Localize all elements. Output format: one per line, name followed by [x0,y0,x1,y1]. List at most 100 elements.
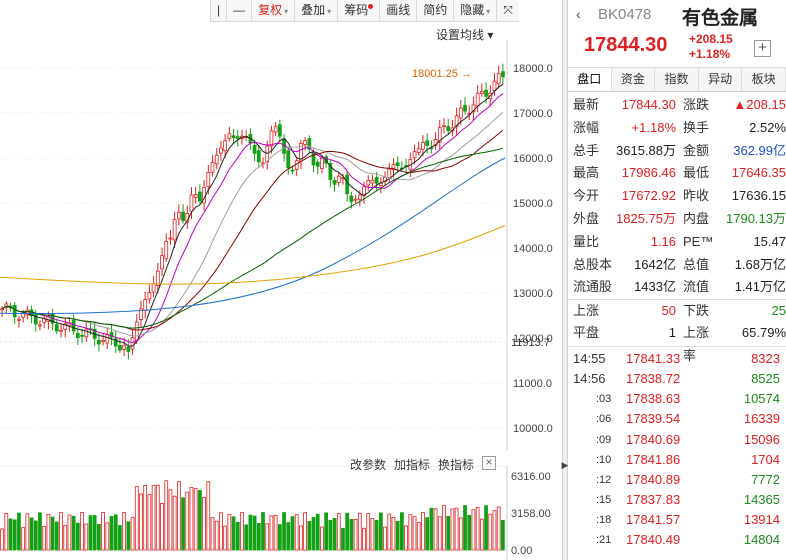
candle-body [290,169,295,172]
stats-row: 最新 17844.30 涨跌 ▲208.15 [568,94,786,117]
indicator-button-0[interactable]: 改参数 [350,458,387,472]
stats-row: 平盘 1 上涨率 65.79% [568,322,786,363]
prev-arrow-icon[interactable]: ‹ [576,6,581,22]
tick-row: :06 17839.54 16339 [568,409,786,429]
candle-body [63,323,68,330]
quote-summary: 17844.30 +208.15 +1.18% + [568,30,786,68]
volume-bar [92,515,97,551]
volume-bar [484,505,488,551]
toolbar-fullscreen-button[interactable]: ⤧ [496,0,519,22]
price-chart[interactable]: 18000.0 17000.0 16000.0 15000.0 14000.0 13000… [0,40,562,450]
stats-row: 今开 17672.92 昨收 17636.15 [568,185,786,208]
tab-1[interactable]: 资金 [611,68,656,91]
volume-bar [189,487,194,551]
volume-bar [252,515,257,551]
candle-body [54,324,59,332]
volume-bar [265,523,270,551]
tab-3[interactable]: 异动 [698,68,743,91]
toolbar-pipe-button[interactable]: | [210,0,227,22]
toolbar-minus-button[interactable]: — [226,0,252,22]
ma-line-30 [1,129,504,331]
last-price: 17844.30 [584,34,668,56]
volume-bar [400,512,404,551]
stat-label: 昨收 [683,188,710,204]
close-indicator-icon[interactable]: × [482,456,497,470]
candle-body [425,140,430,146]
candle-body [437,127,442,143]
tick-time: :18 [596,514,612,527]
toolbar-overlay-button[interactable]: 叠加 ▾ [294,0,338,22]
stat-label: 涨跌 [683,97,710,112]
toolbar-chips-button[interactable]: 筹码 [337,0,380,22]
volume-bar [341,527,345,551]
stat-label: 流通股 [573,279,613,295]
candle-body [189,194,194,212]
toolbar-draw-button[interactable]: 画线 [379,0,417,22]
volume-bar [467,514,472,551]
stat-label: 最新 [573,97,600,112]
candle-body [176,211,181,220]
stats-row: 量比 1.16 PE™ 15.47 [568,231,786,254]
stats-row: 外盘 1825.75万 内盘 1790.13万 [568,208,786,231]
volume-bar [425,517,430,551]
candle-body [458,107,463,119]
tick-time: :12 [596,473,612,486]
indicator-button-2[interactable]: 换指标 [438,458,475,472]
volume-bars-group [0,480,505,551]
add-watchlist-icon[interactable]: + [754,40,771,57]
tab-0[interactable]: 盘口 [568,68,612,91]
volume-bar [387,513,392,551]
sector-code: BK0478 [598,6,652,23]
volume-bar [42,526,47,551]
toolbar-chips-button-label: 筹码 [344,3,369,17]
volume-bar [198,490,202,551]
indicator-button-1[interactable]: 加指标 [394,458,431,472]
panel-collapse-arrow-icon[interactable]: ▶ [561,459,569,470]
candle-body [4,303,9,308]
candle-body [59,329,63,332]
tick-time: :06 [596,413,612,426]
volume-bar [181,497,185,551]
tab-4[interactable]: 板块 [742,68,786,91]
volume-bar [421,512,425,551]
toolbar-adjust-button[interactable]: 复权 ▾ [251,0,295,22]
stat-value: 50 [661,303,676,319]
candle-body [113,338,118,347]
volume-bar [0,528,4,551]
volume-bar [336,513,341,551]
caret-down-icon: ▾ [327,7,332,16]
stat-label: PE™ [683,233,714,249]
volume-bar [160,503,164,551]
volume-bar [324,512,329,551]
price-tick-label: 14000.0 [513,243,553,255]
tick-volume: 15096 [743,431,780,447]
tick-row: :09 17840.69 15096 [568,430,786,450]
kline-chart-area[interactable]: | — 复权 ▾ 叠加 ▾ 筹码 画线 简约 隐藏 ▾ ⤧ 设置均线 ▾ 18000.0 17000.0… [0,0,562,560]
volume-bar [143,485,148,551]
candle-body [286,150,291,169]
volume-chart[interactable]: 6316.00 3158.00 0.00 [0,466,562,560]
volume-bar [315,513,320,551]
volume-bar [12,519,17,551]
volume-bar [88,515,93,551]
candle-body [357,194,362,201]
candle-body [471,104,476,113]
tick-price: 17840.69 [626,431,681,447]
price-marker-label: 11913.7 [511,337,550,349]
tab-2[interactable]: 指数 [655,68,699,91]
volume-bar [235,521,240,551]
volume-bar [59,512,63,551]
candle-body [118,345,122,351]
toolbar-hide-button[interactable]: 隐藏 ▾ [453,0,497,22]
volume-bar [54,521,59,551]
candle-body [391,164,396,171]
candle-body [164,241,169,259]
divider [568,345,786,347]
volume-bar [479,518,484,551]
panel-divider[interactable] [562,0,568,560]
volume-bar [172,495,177,551]
quote-panel: ‹ BK0478 有色金属 17844.30 +208.15 +1.18% + … [568,0,786,560]
ma-settings-button[interactable]: 设置均线 ▾ [436,28,494,42]
toolbar-simple-button[interactable]: 简约 [416,0,454,22]
stat-label: 金额 [683,142,710,158]
